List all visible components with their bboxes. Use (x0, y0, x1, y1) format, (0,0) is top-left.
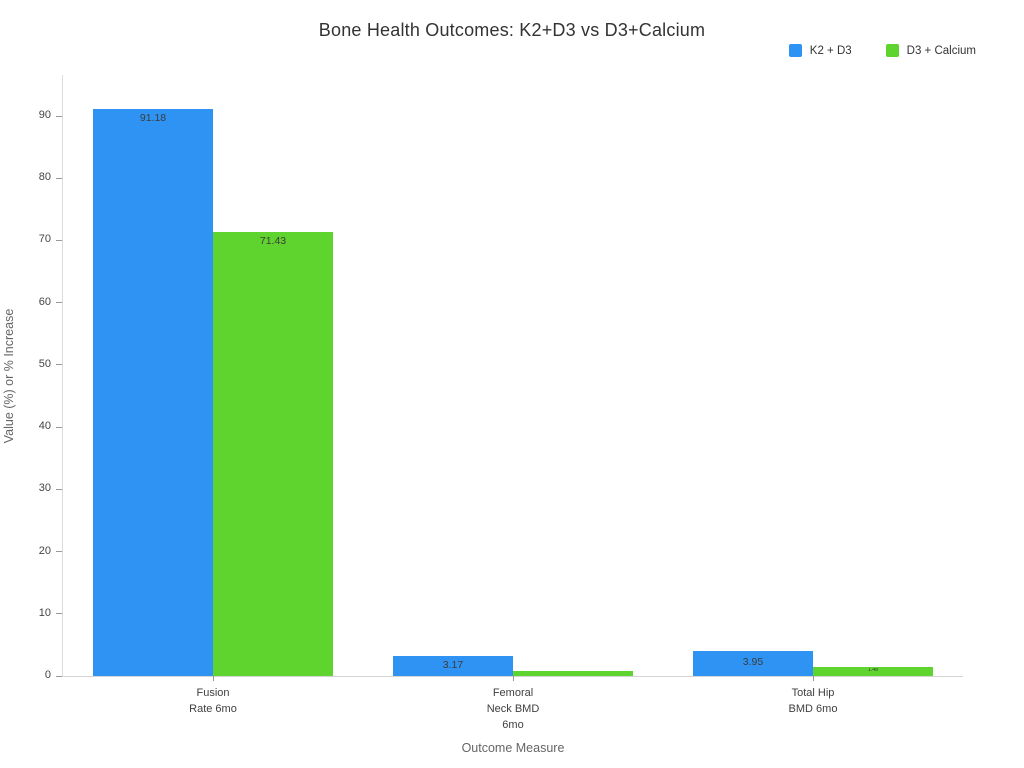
y-tick-label: 60 (38, 295, 51, 308)
bar-d3calcium-2[interactable]: 1.48 (813, 666, 933, 676)
y-tick-label: 40 (38, 420, 51, 433)
bar-value-label: 71.43 (259, 235, 287, 247)
x-axis-title: Outcome Measure (461, 741, 565, 755)
y-tick-label: 90 (38, 109, 51, 122)
y-tick-mark (56, 488, 62, 490)
y-tick-mark (56, 675, 62, 677)
x-tick-mark (812, 676, 814, 681)
bar-k2d3-1[interactable]: 3.17 (393, 656, 513, 676)
y-tick-label: 20 (38, 544, 51, 557)
chart-title: Bone Health Outcomes: K2+D3 vs D3+Calciu… (318, 20, 706, 40)
x-category-label: Fusion Rate 6mo (189, 687, 237, 715)
y-tick-label: 70 (38, 233, 51, 246)
y-tick-mark (56, 364, 62, 366)
bar-value-label: 3.17 (442, 659, 464, 671)
x-tick-mark (212, 676, 214, 681)
y-tick-mark (56, 177, 62, 179)
y-tick-label: 50 (38, 357, 51, 370)
bar-value-label: 91.18 (139, 112, 167, 124)
y-tick-mark (56, 426, 62, 428)
legend-item-k2-d3[interactable]: K2 + D3 (788, 44, 852, 57)
legend-label: D3 + Calcium (906, 44, 976, 57)
x-category-label: Total Hip BMD 6mo (788, 687, 838, 715)
legend-item-d3-calcium[interactable]: D3 + Calcium (885, 44, 976, 57)
bar-value-label: 1.48 (867, 667, 879, 673)
legend: K2 + D3 D3 + Calcium (788, 44, 976, 57)
bar-k2d3-0[interactable]: 91.18 (93, 108, 213, 676)
x-category-label: Femoral Neck BMD 6mo (486, 687, 540, 731)
bar-d3calcium-0[interactable]: 71.43 (213, 231, 333, 676)
legend-swatch-blue-icon (788, 44, 802, 57)
y-tick-label: 30 (38, 482, 51, 495)
y-tick-mark (56, 613, 62, 615)
legend-swatch-green-icon (885, 44, 899, 57)
y-tick-mark (56, 551, 62, 553)
bar-k2d3-2[interactable]: 3.95 (693, 651, 813, 676)
x-tick-mark (512, 676, 514, 681)
y-tick-label: 80 (38, 171, 51, 184)
plot-area: Value (%) or % Increase Outcome Measure … (2, 75, 963, 755)
y-tick-mark (56, 302, 62, 304)
y-tick-mark (56, 115, 62, 117)
bar-value-label: 3.95 (742, 657, 764, 668)
legend-label: K2 + D3 (809, 44, 852, 57)
y-tick-mark (56, 239, 62, 241)
bar-d3calcium-1[interactable] (513, 670, 633, 676)
y-tick-label: 0 (44, 669, 51, 681)
y-tick-label: 10 (38, 606, 51, 619)
